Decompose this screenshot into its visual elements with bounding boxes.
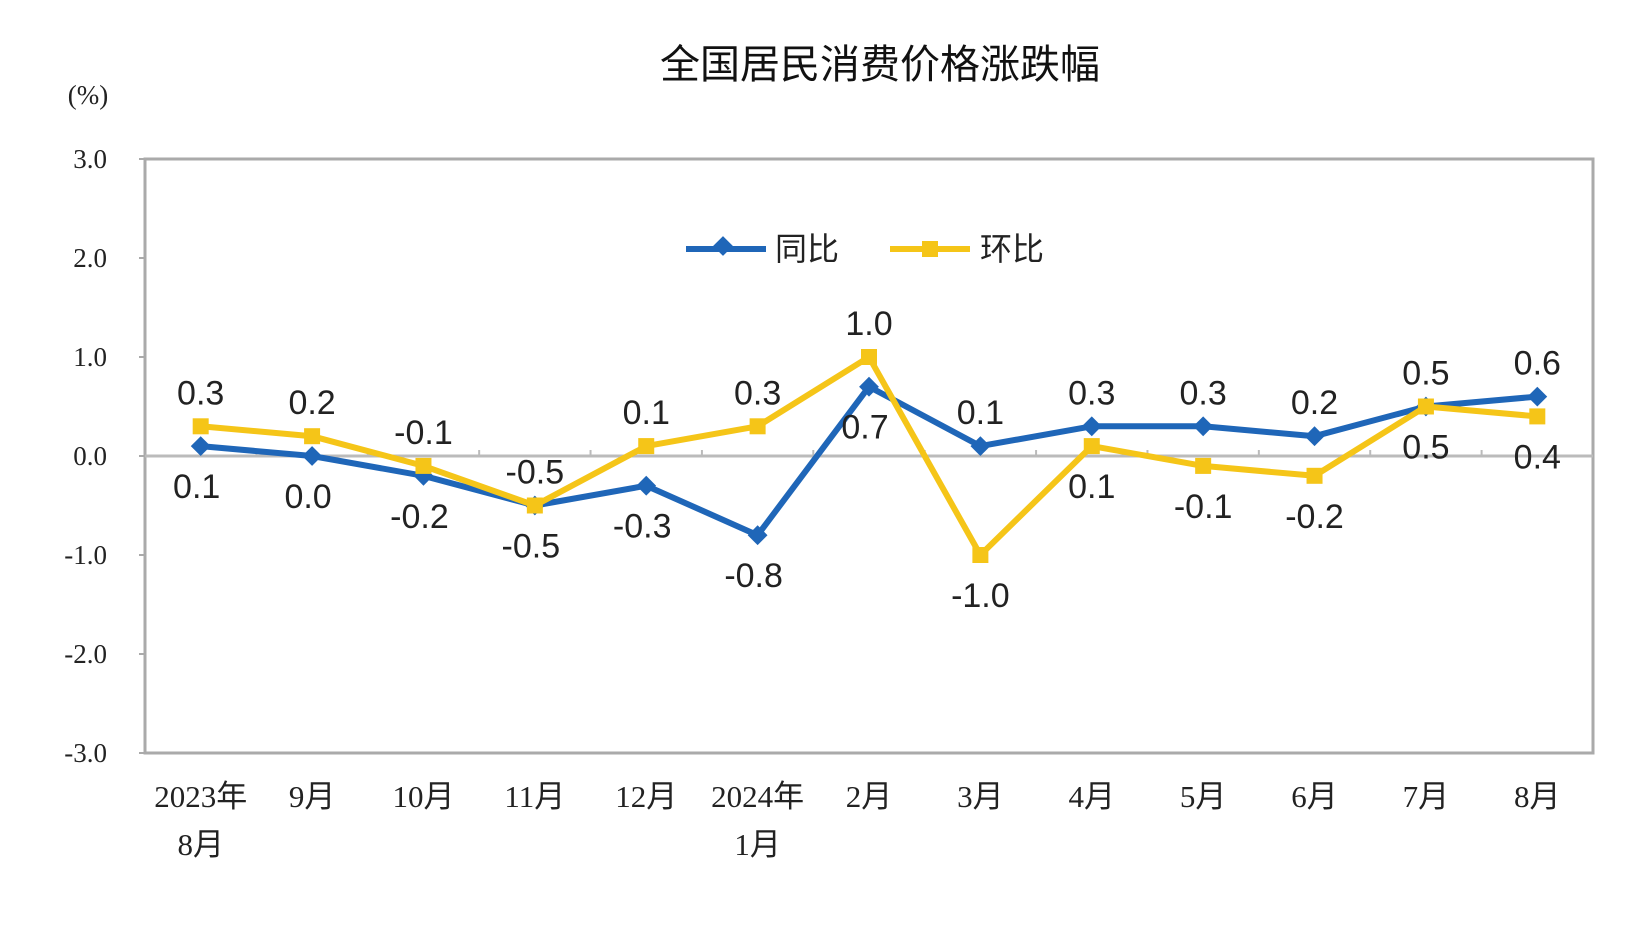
x-tick-label: 1月	[734, 827, 781, 862]
legend-square-marker-icon	[922, 241, 938, 257]
x-tick-label: 12月	[615, 779, 677, 814]
data-point-mom	[861, 349, 877, 365]
data-point-mom	[638, 438, 655, 455]
data-point-yoy	[859, 376, 879, 397]
data-point-yoy	[190, 436, 211, 456]
data-point-mom	[1417, 398, 1434, 415]
data-label-mom: 1.0	[845, 305, 892, 343]
y-tick-label: 0.0	[73, 441, 107, 471]
legend-label-mom: 环比	[980, 230, 1044, 268]
data-point-yoy	[302, 446, 322, 466]
data-label-mom: 0.5	[1402, 429, 1449, 467]
data-label-yoy: -0.2	[390, 498, 449, 536]
data-label-yoy: -0.8	[724, 557, 783, 595]
y-tick-label: -3.0	[64, 738, 107, 768]
y-tick-label: 3.0	[73, 144, 107, 174]
data-label-mom: 0.3	[177, 374, 224, 412]
data-label-yoy: 0.0	[284, 478, 331, 516]
chart-title: 全国居民消费价格涨跌幅	[660, 42, 1100, 88]
data-label-yoy: 0.7	[841, 409, 888, 447]
x-tick-label: 8月	[177, 827, 224, 862]
data-label-yoy: 0.6	[1514, 345, 1561, 383]
data-label-yoy: -0.5	[502, 528, 561, 566]
x-tick-label: 2月	[846, 779, 893, 814]
data-label-yoy: -0.3	[613, 508, 672, 546]
data-label-mom: -0.5	[506, 454, 565, 492]
x-tick-label: 7月	[1403, 779, 1450, 814]
data-point-yoy	[1193, 416, 1214, 437]
data-label-mom: 0.2	[288, 384, 335, 422]
data-point-mom	[1083, 438, 1100, 455]
data-label-mom: 0.4	[1514, 438, 1561, 476]
y-tick-label: 1.0	[73, 342, 107, 372]
data-point-mom	[1529, 408, 1546, 425]
data-point-mom	[304, 428, 321, 445]
data-point-yoy	[1527, 386, 1548, 407]
legend-diamond-marker-icon	[713, 236, 733, 256]
data-point-yoy	[1304, 426, 1325, 447]
y-tick-label: -1.0	[64, 540, 107, 570]
data-point-yoy	[747, 525, 768, 546]
data-label-yoy: 0.3	[1068, 374, 1115, 412]
y-axis-unit: (%)	[68, 80, 108, 110]
data-point-mom	[1195, 457, 1212, 474]
data-label-mom: -0.2	[1285, 498, 1344, 536]
legend: 同比 环比	[686, 230, 1044, 268]
x-tick-label: 2024年	[711, 779, 804, 814]
data-point-yoy	[1081, 416, 1102, 437]
x-tick-label: 8月	[1514, 779, 1561, 814]
data-label-mom: -1.0	[951, 577, 1010, 615]
x-tick-label: 2023年	[154, 779, 247, 814]
data-point-mom	[749, 418, 766, 435]
y-tick-label: 2.0	[73, 243, 107, 273]
y-tick-label: -2.0	[64, 639, 107, 669]
data-label-yoy: 0.1	[173, 468, 220, 506]
data-label-yoy: 0.3	[1180, 374, 1227, 412]
x-tick-label: 10月	[392, 779, 454, 814]
data-label-mom: 0.1	[623, 394, 670, 432]
data-point-mom	[972, 547, 989, 563]
legend-label-yoy: 同比	[775, 230, 839, 268]
data-label-yoy: 0.2	[1291, 384, 1338, 422]
data-label-mom: 0.1	[1068, 468, 1115, 506]
data-label-yoy: 0.1	[957, 394, 1004, 432]
data-point-yoy	[970, 436, 991, 456]
x-tick-label: 3月	[957, 779, 1004, 814]
x-tick-label: 4月	[1069, 779, 1116, 814]
data-point-mom	[415, 457, 432, 474]
data-label-mom: -0.1	[394, 414, 453, 452]
x-tick-label: 9月	[289, 779, 336, 814]
x-tick-label: 6月	[1291, 779, 1338, 814]
x-tick-label: 5月	[1180, 779, 1227, 814]
x-tick-label: 11月	[504, 779, 565, 814]
data-point-yoy	[636, 475, 657, 496]
data-label-yoy: 0.5	[1402, 355, 1449, 393]
data-point-mom	[526, 497, 543, 514]
data-point-mom	[192, 418, 209, 435]
data-label-mom: -0.1	[1174, 488, 1233, 526]
data-point-mom	[1306, 467, 1323, 484]
data-label-mom: 0.3	[734, 374, 781, 412]
